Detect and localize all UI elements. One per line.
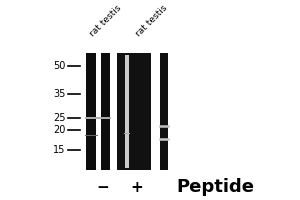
Text: Peptide: Peptide bbox=[176, 178, 254, 196]
Bar bbox=[86, 53, 97, 170]
Text: 25: 25 bbox=[53, 113, 65, 123]
Text: −: − bbox=[96, 180, 109, 195]
Bar bbox=[101, 53, 110, 170]
Text: 20: 20 bbox=[53, 125, 65, 135]
Text: 15: 15 bbox=[53, 145, 65, 155]
Bar bbox=[117, 53, 152, 170]
Text: 35: 35 bbox=[53, 89, 65, 99]
Text: rat testis: rat testis bbox=[88, 4, 123, 39]
Text: rat testis: rat testis bbox=[134, 4, 169, 39]
Text: +: + bbox=[130, 180, 143, 195]
Bar bbox=[125, 55, 129, 168]
Text: 50: 50 bbox=[53, 61, 65, 71]
Bar bbox=[160, 53, 168, 170]
